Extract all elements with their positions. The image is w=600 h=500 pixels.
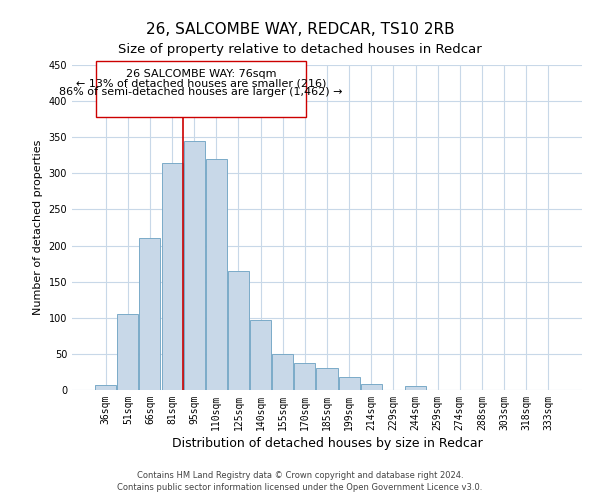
Bar: [118, 314, 139, 390]
Text: 26 SALCOMBE WAY: 76sqm: 26 SALCOMBE WAY: 76sqm: [125, 68, 276, 78]
X-axis label: Distribution of detached houses by size in Redcar: Distribution of detached houses by size …: [172, 437, 482, 450]
Bar: [161, 162, 182, 390]
Bar: [316, 368, 338, 390]
Bar: [206, 159, 227, 390]
Bar: [295, 364, 316, 390]
Bar: [228, 271, 249, 390]
Bar: [184, 141, 205, 390]
Text: 86% of semi-detached houses are larger (1,462) →: 86% of semi-detached houses are larger (…: [59, 88, 343, 98]
Bar: [250, 320, 271, 390]
Bar: [338, 377, 359, 390]
Bar: [361, 384, 382, 390]
Y-axis label: Number of detached properties: Number of detached properties: [33, 140, 43, 315]
Text: Size of property relative to detached houses in Redcar: Size of property relative to detached ho…: [118, 42, 482, 56]
Bar: [139, 238, 160, 390]
Text: ← 13% of detached houses are smaller (216): ← 13% of detached houses are smaller (21…: [76, 78, 326, 88]
Bar: [96, 60, 306, 117]
Text: 26, SALCOMBE WAY, REDCAR, TS10 2RB: 26, SALCOMBE WAY, REDCAR, TS10 2RB: [146, 22, 454, 38]
Bar: [405, 386, 426, 390]
Bar: [272, 354, 293, 390]
Bar: [95, 385, 116, 390]
Text: Contains HM Land Registry data © Crown copyright and database right 2024.
Contai: Contains HM Land Registry data © Crown c…: [118, 471, 482, 492]
